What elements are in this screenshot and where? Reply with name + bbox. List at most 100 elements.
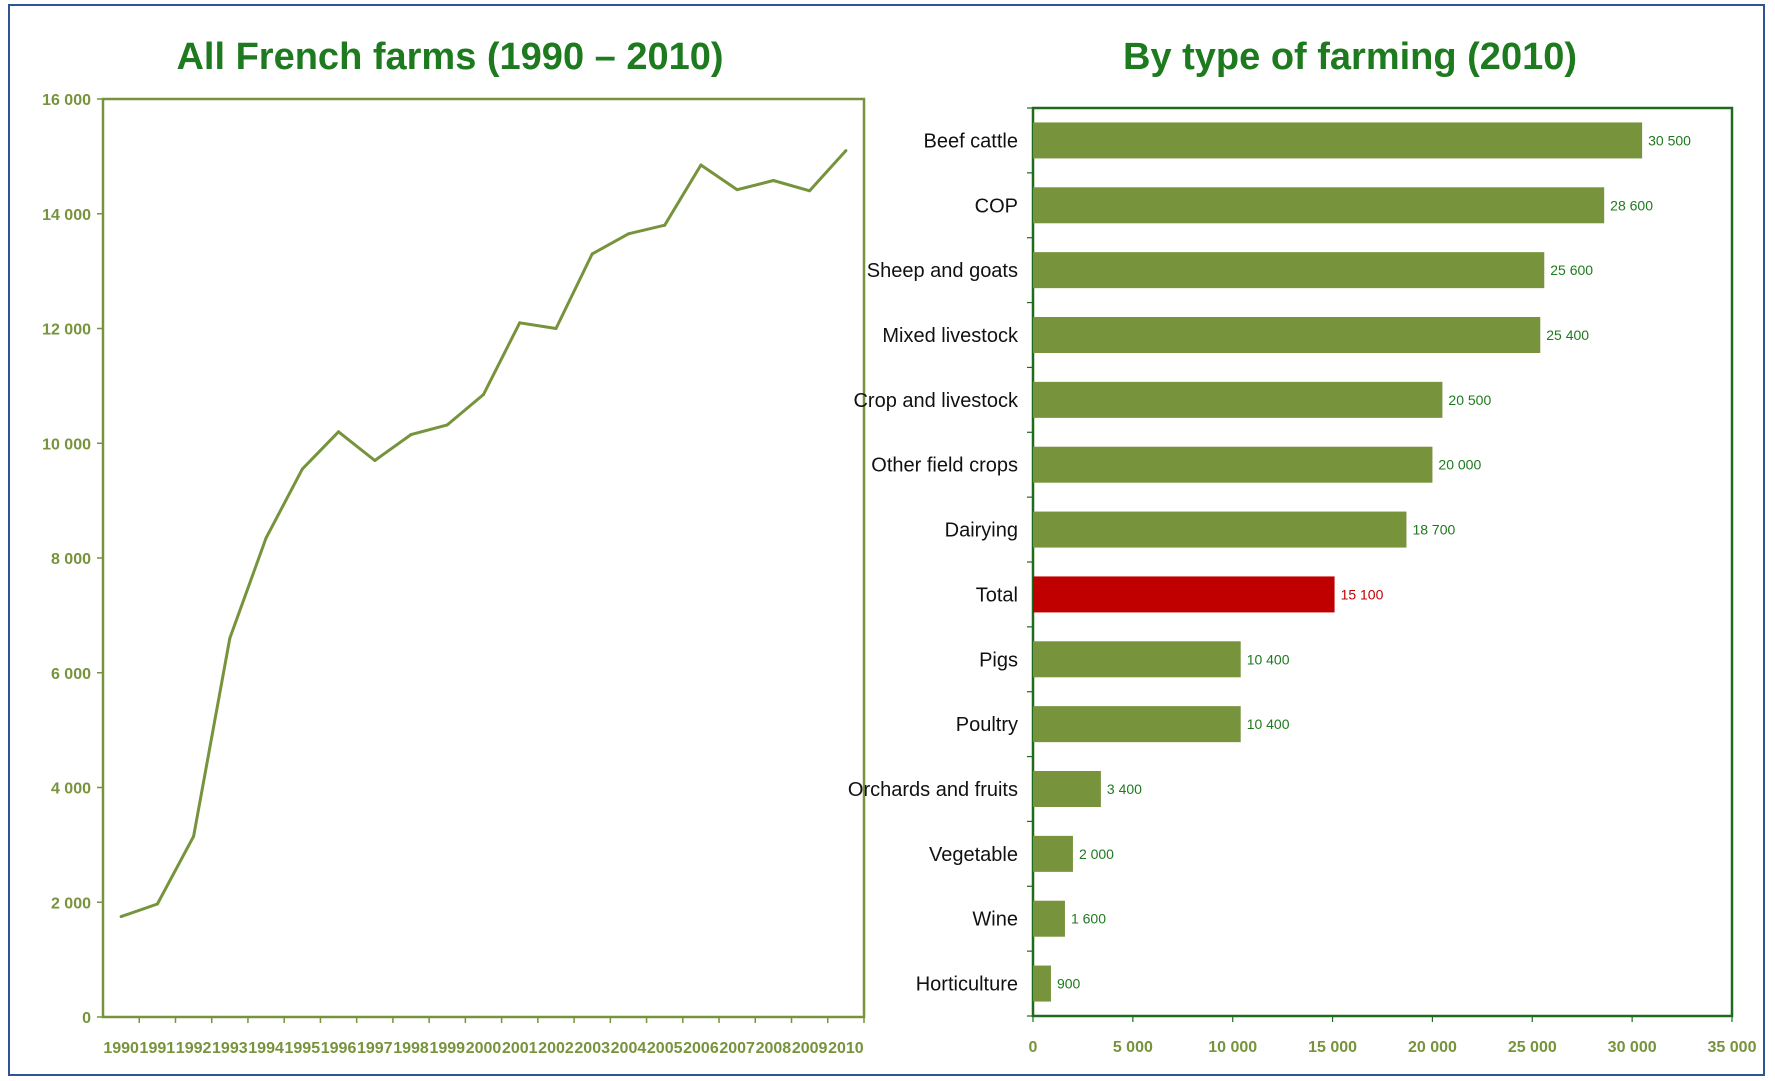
category-label: Orchards and fruits (848, 779, 1018, 801)
data-label: 20 500 (1448, 392, 1491, 408)
category-label: Beef cattle (923, 130, 1018, 152)
category-label: Wine (972, 909, 1018, 931)
bar (1033, 511, 1407, 548)
category-label: Mixed livestock (882, 325, 1019, 347)
x-tick-label: 1993 (212, 1040, 248, 1057)
x-tick-label: 1991 (140, 1040, 176, 1057)
category-label: Poultry (956, 714, 1018, 736)
data-point (192, 834, 196, 838)
line-chart: 0 2 000 4 000 6 000 8 000 10 000 12 000 14 000 1… (42, 92, 866, 1057)
data-label: 1 600 (1071, 911, 1106, 927)
y-tick-label: 16 000 (42, 92, 91, 109)
data-label: 25 400 (1546, 327, 1589, 343)
x-tick-label: 25 000 (1508, 1039, 1557, 1056)
x-tick-label: 30 000 (1608, 1039, 1657, 1056)
data-label: 3 400 (1107, 781, 1142, 797)
bar (1033, 641, 1241, 678)
y-tick-label: 10 000 (42, 436, 91, 453)
data-point (119, 915, 123, 919)
category-label: Pigs (979, 649, 1018, 671)
bar (1033, 252, 1545, 289)
category-label: Total (976, 584, 1018, 606)
bar (1033, 381, 1443, 418)
bar (1033, 771, 1101, 807)
x-tick-label: 5 000 (1113, 1039, 1153, 1056)
data-point (445, 423, 449, 427)
data-label: 15 100 (1341, 586, 1384, 602)
bar (1033, 446, 1433, 483)
bar (1033, 706, 1241, 743)
x-tick-label: 1997 (357, 1040, 393, 1057)
data-point (663, 223, 667, 227)
data-point (735, 188, 739, 192)
x-tick-label: 20 000 (1408, 1039, 1457, 1056)
y-tick-label: 4 000 (51, 781, 91, 798)
data-point (626, 232, 630, 236)
data-label: 10 400 (1247, 651, 1290, 667)
x-tick-label: 2008 (756, 1040, 792, 1057)
data-label: 2 000 (1079, 846, 1114, 862)
category-label: Other field crops (871, 455, 1018, 477)
bar (1033, 187, 1605, 224)
x-tick-label: 1992 (176, 1040, 212, 1057)
data-point (844, 149, 848, 153)
x-tick-label: 2007 (719, 1040, 755, 1057)
x-tick-label: 15 000 (1308, 1039, 1357, 1056)
x-tick-label: 1998 (393, 1040, 429, 1057)
data-point (264, 536, 268, 540)
data-point (554, 327, 558, 330)
x-tick-label: 2005 (647, 1040, 683, 1057)
data-label: 900 (1057, 976, 1081, 992)
x-tick-label: 1996 (321, 1040, 357, 1057)
data-point (590, 252, 594, 256)
x-tick-label: 35 000 (1708, 1039, 1757, 1056)
bar (1033, 576, 1335, 613)
data-point (482, 392, 485, 396)
bar (1033, 835, 1073, 872)
data-point (771, 178, 775, 182)
y-tick-label: 0 (82, 1010, 91, 1027)
x-tick-label: 1990 (103, 1040, 139, 1057)
x-tick-label: 1994 (248, 1040, 284, 1057)
data-label: 30 500 (1648, 132, 1691, 148)
plot-area-border (1031, 106, 1734, 1018)
x-tick-label: 10 000 (1208, 1039, 1257, 1056)
data-point (373, 458, 377, 462)
y-tick-label: 8 000 (51, 551, 91, 568)
line-chart-title: All French farms (1990 – 2010) (176, 36, 724, 78)
data-label: 10 400 (1247, 716, 1290, 732)
x-tick-label: 2009 (792, 1040, 828, 1057)
data-point (228, 636, 232, 640)
bar-chart-title: By type of farming (2010) (1123, 36, 1577, 78)
x-tick-label: 2004 (611, 1040, 647, 1057)
x-tick-label: 2000 (466, 1040, 502, 1057)
data-point (155, 902, 159, 906)
x-tick-label: 2010 (828, 1040, 864, 1057)
y-tick-label: 14 000 (42, 207, 91, 224)
data-point (518, 321, 522, 325)
category-label: Vegetable (929, 844, 1018, 866)
bar (1033, 965, 1051, 1002)
category-label: Dairying (945, 520, 1018, 542)
data-label: 20 000 (1438, 457, 1481, 473)
y-tick-label: 2 000 (51, 895, 91, 912)
category-label: Crop and livestock (853, 390, 1019, 412)
x-tick-label: 2006 (683, 1040, 719, 1057)
x-tick-label: 0 (1029, 1039, 1038, 1056)
category-label: Sheep and goats (867, 260, 1018, 282)
data-point (808, 189, 812, 193)
data-label: 18 700 (1412, 522, 1455, 538)
bar (1033, 900, 1065, 937)
data-label: 25 600 (1550, 262, 1593, 278)
data-point (409, 433, 413, 437)
data-point (300, 467, 304, 471)
x-tick-label: 2003 (574, 1040, 610, 1057)
category-label: COP (975, 195, 1018, 217)
y-tick-label: 6 000 (51, 666, 91, 683)
x-tick-label: 1995 (285, 1040, 321, 1057)
data-point (337, 430, 341, 434)
figure-frame (8, 4, 1765, 1076)
x-tick-label: 2001 (502, 1040, 538, 1057)
x-tick-label: 1999 (429, 1040, 465, 1057)
